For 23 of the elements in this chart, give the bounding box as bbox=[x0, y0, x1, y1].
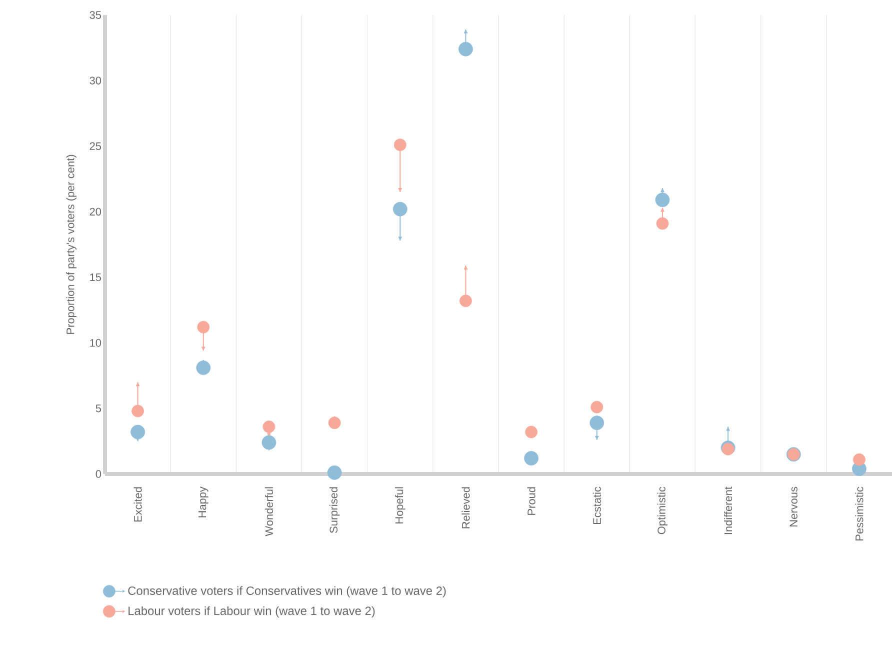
x-tick-label: Indifferent bbox=[724, 486, 732, 534]
x-tick-label: Ecstatic bbox=[592, 486, 601, 524]
x-tick-label: Happy bbox=[198, 486, 208, 518]
y-tick-label: 15 bbox=[90, 273, 102, 282]
legend-label: Labour voters if Labour win (wave 1 to wave 2) bbox=[128, 606, 375, 618]
x-tick-label: Optimistic bbox=[657, 486, 668, 534]
x-tick-label: Wonderful bbox=[264, 487, 273, 536]
y-tick-label: 0 bbox=[96, 470, 102, 478]
y-tick-label: 30 bbox=[90, 76, 102, 84]
y-axis-title: Proportion of party's voters (per cent) bbox=[66, 154, 76, 334]
legend-label: Conservative voters if Conservatives win (wave 1 to wave 2) bbox=[128, 586, 446, 598]
x-tick-label: Pessimistic bbox=[855, 486, 864, 540]
x-tick-label: Surprised bbox=[329, 487, 340, 533]
x-tick-label: Relieved bbox=[462, 487, 470, 528]
y-tick-label: 25 bbox=[90, 142, 102, 150]
x-tick-label: Proud bbox=[527, 487, 536, 515]
y-tick-label: 10 bbox=[90, 338, 102, 347]
y-tick-label: 5 bbox=[96, 404, 102, 412]
x-tick-label: Excited bbox=[134, 487, 142, 522]
x-tick-label: Hopeful bbox=[395, 487, 406, 524]
x-tick-label: Nervous bbox=[790, 486, 798, 526]
y-tick-label: 20 bbox=[90, 208, 102, 216]
y-tick-label: 35 bbox=[90, 11, 102, 19]
